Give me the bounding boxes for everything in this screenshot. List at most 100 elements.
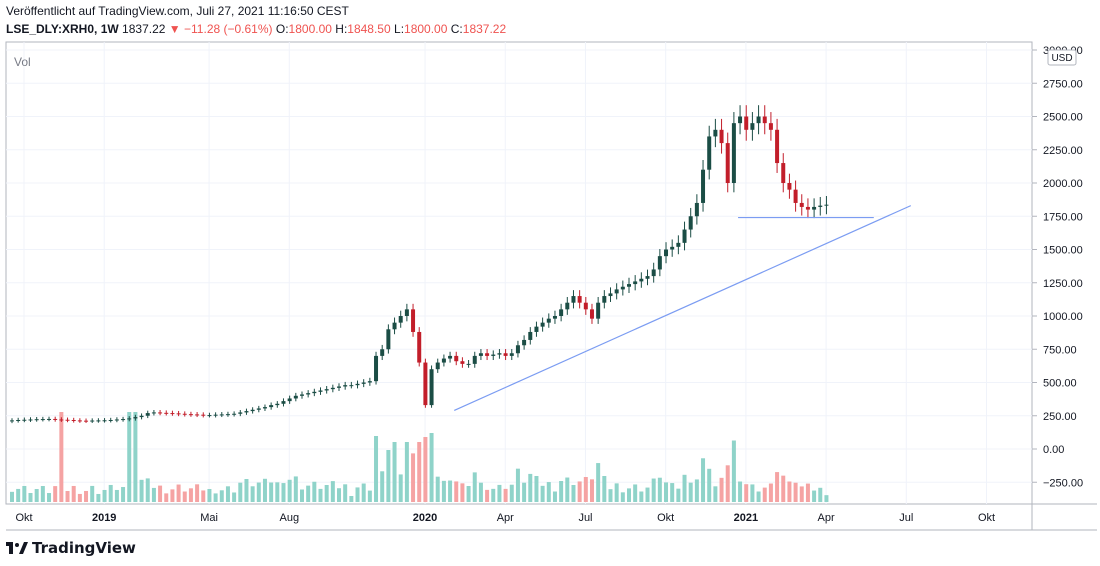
volume-bar bbox=[657, 477, 662, 502]
volume-bar bbox=[318, 488, 323, 502]
volume-bar bbox=[589, 479, 594, 502]
x-tick-label: Okt bbox=[978, 512, 995, 524]
candle-body bbox=[392, 322, 397, 330]
y-tick-label: 750.00 bbox=[1043, 344, 1077, 356]
candle-body bbox=[262, 407, 267, 409]
candle-body bbox=[805, 206, 810, 210]
candle-body bbox=[466, 363, 471, 365]
volume-bar bbox=[682, 474, 687, 502]
candle-body bbox=[435, 362, 440, 370]
candle-body bbox=[744, 116, 749, 130]
volume-bar bbox=[596, 463, 601, 502]
volume-bar bbox=[380, 471, 385, 502]
candle-body bbox=[188, 414, 193, 416]
volume-bar bbox=[102, 489, 107, 502]
volume-bar bbox=[65, 491, 70, 502]
y-tick-label: 250.00 bbox=[1043, 411, 1077, 423]
x-tick-label: Apr bbox=[497, 512, 514, 524]
volume-bar bbox=[775, 472, 780, 502]
candle-body bbox=[269, 405, 274, 408]
candle-body bbox=[337, 386, 342, 388]
candle-body bbox=[676, 242, 681, 247]
x-tick-label: Okt bbox=[657, 512, 674, 524]
candle-body bbox=[225, 414, 230, 416]
low-label: L: bbox=[394, 22, 405, 36]
currency-badge-box[interactable] bbox=[1047, 49, 1077, 66]
volume-bar bbox=[608, 489, 613, 502]
symbol-label[interactable]: LSE_DLY:XRH0, 1W bbox=[6, 22, 119, 36]
candle-body bbox=[645, 276, 650, 279]
x-tick-label: Jul bbox=[578, 512, 592, 524]
volume-bar bbox=[719, 477, 724, 502]
candle-body bbox=[275, 403, 280, 406]
candle-body bbox=[158, 412, 163, 414]
volume-bar bbox=[386, 450, 391, 502]
volume-bar bbox=[250, 486, 255, 502]
volume-bar bbox=[164, 493, 169, 502]
candle-body bbox=[509, 353, 514, 356]
candle-body bbox=[497, 353, 502, 355]
last-price: 1837.22 bbox=[122, 22, 166, 36]
volume-bar bbox=[448, 480, 453, 502]
candle-body bbox=[22, 419, 27, 421]
candle-body bbox=[398, 316, 403, 323]
candle-body bbox=[670, 246, 675, 250]
candle-body bbox=[707, 136, 712, 170]
x-tick-label: Okt bbox=[15, 512, 32, 524]
volume-bar bbox=[269, 482, 274, 502]
candle-body bbox=[293, 395, 298, 399]
candle-body bbox=[651, 269, 656, 277]
candle-body bbox=[571, 296, 576, 303]
candle-body bbox=[59, 419, 64, 421]
candle-body bbox=[404, 309, 409, 316]
y-tick-label: 500.00 bbox=[1043, 378, 1077, 390]
candle-body bbox=[799, 202, 804, 207]
volume-bar bbox=[565, 477, 570, 502]
volume-bar bbox=[306, 485, 311, 502]
volume-bar bbox=[676, 488, 681, 502]
volume-bar bbox=[158, 485, 163, 502]
close-value: 1837.22 bbox=[462, 22, 507, 36]
candle-body bbox=[201, 414, 206, 416]
volume-bar bbox=[53, 486, 58, 502]
volume-bar bbox=[713, 486, 718, 502]
y-tick-label: 1750.00 bbox=[1043, 211, 1083, 223]
volume-bar bbox=[361, 483, 366, 502]
volume-bar bbox=[559, 481, 564, 502]
y-tick-label: 2500.00 bbox=[1043, 112, 1083, 124]
volume-bar bbox=[151, 487, 156, 502]
candle-body bbox=[349, 385, 354, 387]
volume-bar bbox=[454, 481, 459, 502]
volume-bar bbox=[188, 488, 193, 502]
volume-bar bbox=[528, 473, 533, 502]
y-tick-label: 1000.00 bbox=[1043, 311, 1083, 323]
volume-bar bbox=[731, 440, 736, 502]
candle-body bbox=[34, 419, 39, 421]
candle-body bbox=[318, 390, 323, 392]
candle-body bbox=[417, 331, 422, 363]
trend-line[interactable] bbox=[453, 205, 912, 411]
candle-body bbox=[47, 418, 52, 420]
volume-bar bbox=[275, 482, 280, 502]
candle-body bbox=[602, 296, 607, 303]
candle-body bbox=[299, 394, 304, 396]
candle-body bbox=[213, 414, 218, 416]
x-tick-label: Aug bbox=[280, 512, 300, 524]
candle-body bbox=[423, 362, 428, 406]
volume-bar bbox=[522, 482, 527, 502]
tradingview-brand[interactable]: TradingView bbox=[6, 538, 136, 558]
volume-bar bbox=[441, 480, 446, 502]
low-value: 1800.00 bbox=[404, 22, 448, 36]
volume-bar bbox=[435, 476, 440, 502]
volume-bar bbox=[620, 492, 625, 502]
volume-bar bbox=[793, 482, 798, 502]
candle-body bbox=[577, 296, 582, 303]
candle-body bbox=[102, 420, 107, 422]
candle-body bbox=[565, 302, 570, 310]
candle-body bbox=[219, 414, 224, 416]
ohlc-legend: LSE_DLY:XRH0, 1W 1837.22 ▼ −11.28 (−0.61… bbox=[6, 22, 506, 36]
candle-body bbox=[121, 419, 126, 421]
candle-body bbox=[207, 415, 212, 417]
volume-bar bbox=[491, 488, 496, 502]
